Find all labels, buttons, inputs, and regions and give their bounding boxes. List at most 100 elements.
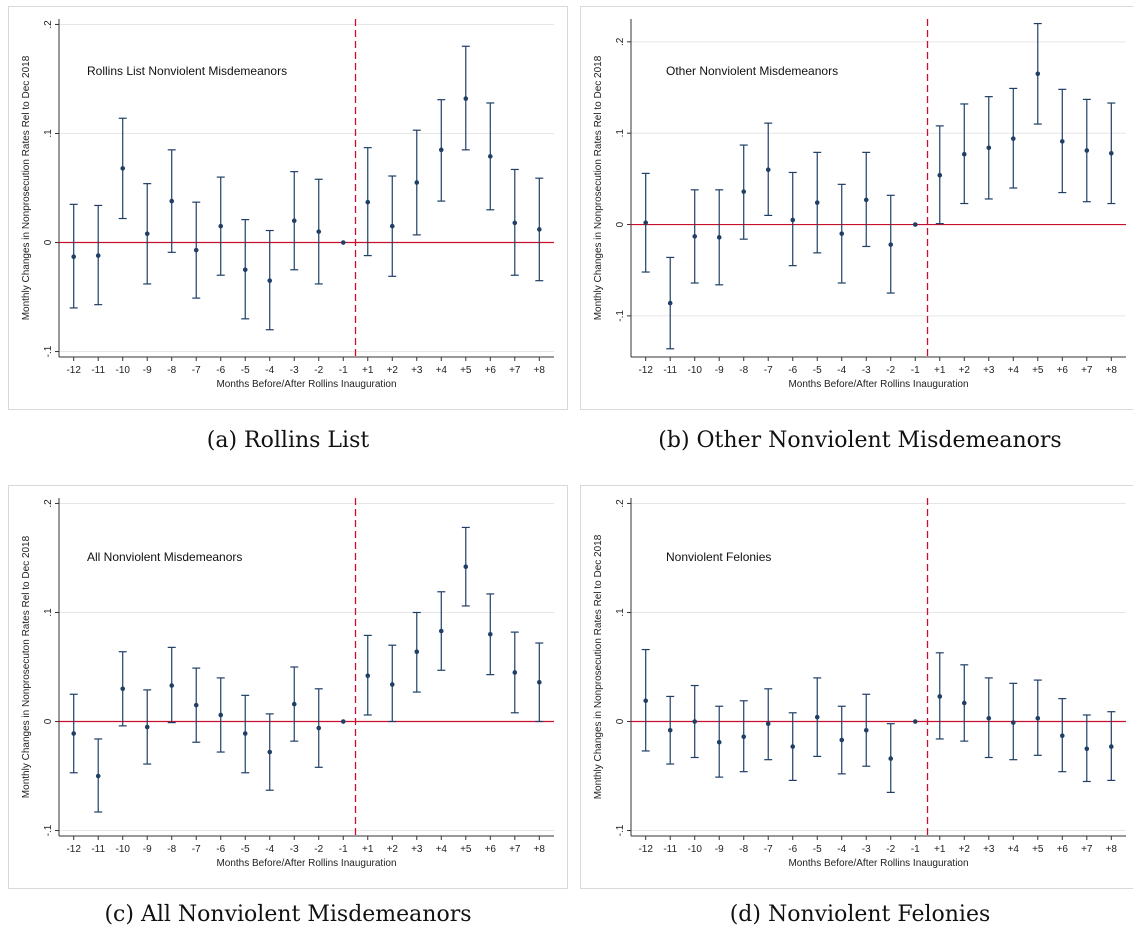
chart2-point-9: [291, 701, 297, 707]
chart0-xtick-label-2: -10: [115, 365, 130, 376]
chart0-annotation: Rollins List Nonviolent Misdemeanors: [87, 64, 287, 78]
chart3-xtick-label-15: +4: [1008, 844, 1020, 855]
caption-b: (b) Other Nonviolent Misdemeanors: [658, 428, 1062, 453]
chart0-xtick-label-16: +5: [460, 365, 472, 376]
chart1-xtick-label-7: -5: [813, 365, 822, 376]
chart1-point-11: [912, 222, 918, 227]
chart0-point-11: [340, 240, 346, 245]
chart3-point-4: [741, 734, 747, 740]
chart2-point-0: [71, 731, 77, 736]
chart3-point-14: [986, 715, 992, 721]
chart0-xtick-label-19: +8: [534, 365, 546, 376]
chart3-ytick-label-0: -.1: [615, 824, 626, 836]
chart3-point-13: [961, 700, 967, 706]
chart3-xtick-label-9: -3: [862, 844, 871, 855]
chart1-point-13: [961, 151, 967, 157]
chart3-ytick-label-1: 0: [615, 718, 626, 724]
chart1-xtick-label-9: -3: [862, 365, 871, 376]
chart2-xtick-label-8: -4: [265, 844, 274, 855]
chart0-point-6: [218, 223, 224, 229]
chart0-point-5: [193, 247, 199, 253]
chart2-xtick-label-0: -12: [66, 844, 81, 855]
chart1-xtick-label-10: -2: [886, 365, 895, 376]
chart2-point-11: [340, 719, 346, 724]
chart3-point-9: [863, 727, 869, 733]
chart0-xtick-label-9: -3: [290, 365, 299, 376]
chart-svg-a: -.1 0 .1 .2 -12 -11 -10 -9 -8 -7 -6 -5 -4 -3 -2 -1 +1 +2 +…: [21, 19, 554, 390]
chart3-xtick-label-16: +5: [1032, 844, 1044, 855]
chart0-point-2: [120, 166, 126, 171]
chart0-xtick-label-8: -4: [265, 365, 274, 376]
chart3-y-axis-title: Monthly Changes in Nonprosecution Rates …: [593, 534, 604, 799]
chart0-xtick-label-14: +3: [411, 365, 423, 376]
chart1-xtick-label-0: -12: [638, 365, 653, 376]
chart3-xtick-label-7: -5: [813, 844, 822, 855]
chart3-point-17: [1059, 733, 1065, 738]
chart1-point-5: [765, 167, 771, 173]
chart1-xtick-label-12: +1: [934, 365, 946, 376]
chart2-xtick-label-13: +2: [387, 844, 399, 855]
chart0-xtick-label-5: -7: [192, 365, 201, 376]
chart0-xtick-label-1: -11: [91, 365, 105, 376]
chart1-xtick-label-18: +7: [1081, 365, 1093, 376]
chart0-point-19: [536, 227, 542, 232]
chart1-point-17: [1059, 139, 1065, 144]
chart3-xtick-label-18: +7: [1081, 844, 1093, 855]
chart3-point-3: [716, 739, 722, 745]
chart1-xtick-label-5: -7: [764, 365, 773, 376]
chart3-xtick-label-3: -9: [715, 844, 724, 855]
chart3-xtick-label-17: +6: [1057, 844, 1069, 855]
chart1-xtick-label-8: -4: [837, 365, 846, 376]
chart1-point-1: [667, 300, 673, 306]
chart1-point-19: [1108, 150, 1114, 156]
chart0-ytick-label-3: .2: [43, 20, 54, 29]
chart3-point-2: [692, 719, 698, 724]
chart2-xtick-label-9: -3: [290, 844, 299, 855]
chart2-point-2: [120, 686, 126, 692]
chart1-xtick-label-13: +2: [959, 365, 971, 376]
chart2-xtick-label-7: -5: [241, 844, 250, 855]
chart1-point-12: [937, 172, 943, 178]
chart3-point-16: [1035, 715, 1041, 721]
chart-panel-c: -.1 0 .1 .2 -12 -11 -10 -9 -8 -7 -6 -5 -4 -3 -2 -1 +1 +2 +…: [8, 485, 568, 889]
chart3-xtick-label-14: +3: [983, 844, 995, 855]
chart0-xtick-label-13: +2: [387, 365, 399, 376]
chart0-xtick-label-11: -1: [339, 365, 348, 376]
chart2-point-14: [414, 649, 420, 655]
chart1-ytick-label-1: 0: [615, 221, 626, 227]
chart3-point-19: [1108, 744, 1114, 749]
chart2-xtick-label-4: -8: [167, 844, 176, 855]
chart2-point-4: [169, 683, 175, 688]
chart0-ytick-label-2: .1: [43, 129, 54, 138]
chart0-point-17: [487, 154, 493, 159]
chart1-xtick-label-2: -10: [687, 365, 702, 376]
chart2-xtick-label-11: -1: [339, 844, 348, 855]
chart2-ytick-label-2: .1: [43, 608, 54, 617]
chart1-point-9: [863, 197, 869, 203]
chart2-x-axis-title: Months Before/After Rollins Inauguration: [216, 858, 396, 869]
chart1-annotation: Other Nonviolent Misdemeanors: [666, 64, 838, 78]
chart1-point-10: [888, 242, 894, 247]
chart2-xtick-label-14: +3: [411, 844, 423, 855]
chart2-point-15: [438, 628, 444, 634]
chart0-xtick-label-3: -9: [143, 365, 152, 376]
chart0-point-10: [316, 229, 322, 234]
chart2-point-6: [218, 712, 224, 718]
chart3-annotation: Nonviolent Felonies: [666, 550, 771, 564]
chart2-xtick-label-16: +5: [460, 844, 472, 855]
chart3-xtick-label-4: -8: [739, 844, 748, 855]
chart2-xtick-label-10: -2: [314, 844, 323, 855]
chart1-xtick-label-17: +6: [1057, 365, 1069, 376]
chart1-point-7: [814, 200, 820, 205]
chart2-point-18: [512, 670, 518, 675]
chart0-xtick-label-12: +1: [362, 365, 374, 376]
caption-c: (c) All Nonviolent Misdemeanors: [104, 902, 472, 927]
chart0-xtick-label-4: -8: [167, 365, 176, 376]
chart0-point-4: [169, 198, 175, 204]
chart3-xtick-label-13: +2: [959, 844, 971, 855]
chart1-point-2: [692, 234, 698, 239]
chart2-xtick-label-17: +6: [485, 844, 497, 855]
chart0-xtick-label-17: +6: [485, 365, 497, 376]
chart0-point-1: [95, 253, 101, 258]
chart1-ytick-label-3: .2: [615, 37, 626, 46]
